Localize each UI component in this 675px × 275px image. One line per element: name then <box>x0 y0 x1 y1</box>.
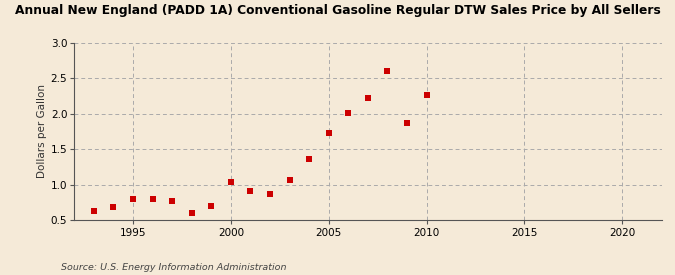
Point <box>225 180 236 185</box>
Point <box>323 131 334 135</box>
Point <box>186 211 197 215</box>
Point <box>304 157 315 161</box>
Point <box>128 197 138 202</box>
Point <box>108 204 119 209</box>
Point <box>402 121 412 125</box>
Text: Annual New England (PADD 1A) Conventional Gasoline Regular DTW Sales Price by Al: Annual New England (PADD 1A) Conventiona… <box>15 4 660 17</box>
Point <box>88 209 99 214</box>
Point <box>382 69 393 73</box>
Y-axis label: Dollars per Gallon: Dollars per Gallon <box>36 84 47 178</box>
Point <box>343 111 354 115</box>
Text: Source: U.S. Energy Information Administration: Source: U.S. Energy Information Administ… <box>61 263 286 272</box>
Point <box>421 93 432 97</box>
Point <box>147 197 158 202</box>
Point <box>265 192 275 196</box>
Point <box>245 189 256 193</box>
Point <box>206 204 217 208</box>
Point <box>362 96 373 100</box>
Point <box>284 178 295 183</box>
Point <box>167 199 178 203</box>
